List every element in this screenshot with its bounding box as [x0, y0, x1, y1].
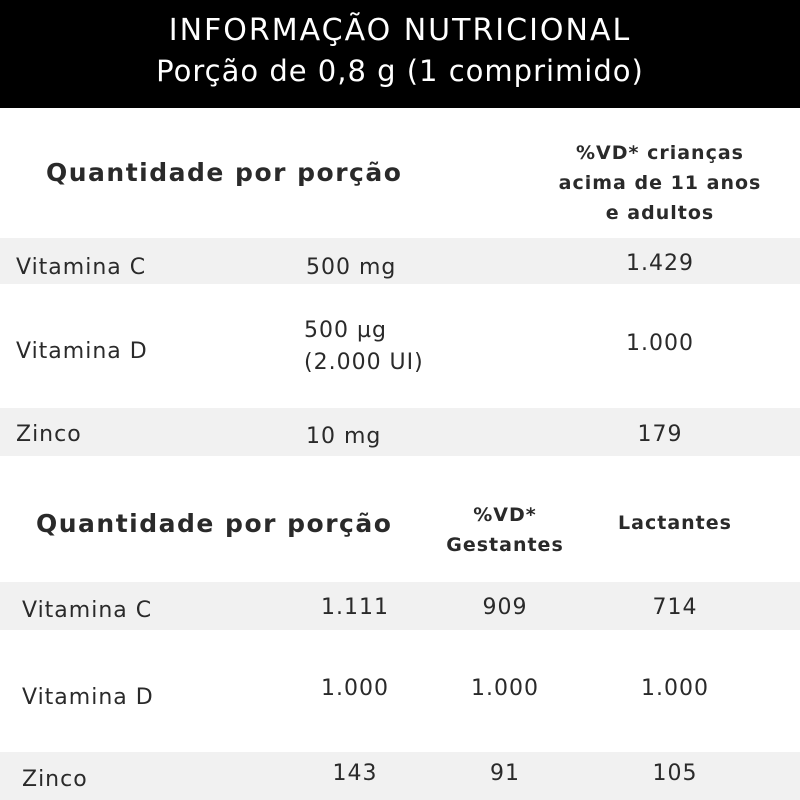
row-nutrient: Vitamina D — [22, 685, 154, 710]
table-row — [0, 752, 800, 800]
table2-header-quantity: Quantidade por porção — [36, 509, 393, 538]
row-vd-1: 1.111 — [321, 595, 389, 620]
table2-header-lactantes: Lactantes — [618, 512, 732, 534]
table2-header-vd-gestantes: %VD* Gestantes — [446, 504, 564, 556]
row-vd: 1.000 — [626, 331, 694, 356]
row-vd-2: 91 — [490, 761, 520, 786]
nutrition-header: INFORMAÇÃO NUTRICIONAL Porção de 0,8 g (… — [0, 0, 800, 108]
table1-header-quantity: Quantidade por porção — [46, 158, 403, 187]
header-subtitle: Porção de 0,8 g (1 comprimido) — [156, 54, 644, 88]
row-vd-1: 1.000 — [321, 676, 389, 701]
row-vd: 1.429 — [626, 251, 694, 276]
row-nutrient: Zinco — [22, 767, 88, 792]
row-amount: 10 mg — [306, 424, 382, 449]
table-row — [0, 582, 800, 630]
table-row — [0, 238, 800, 284]
table1-header-vd: %VD* crianças acima de 11 anos e adultos — [558, 142, 762, 224]
row-amount: 500 µg — [304, 318, 387, 343]
row-nutrient: Zinco — [16, 422, 82, 447]
row-vd-3: 105 — [652, 761, 698, 786]
row-vd: 179 — [637, 422, 683, 447]
row-amount-extra: (2.000 UI) — [304, 350, 424, 375]
row-nutrient: Vitamina D — [16, 339, 148, 364]
row-vd-2: 909 — [482, 595, 528, 620]
row-amount: 500 mg — [306, 255, 397, 280]
row-nutrient: Vitamina C — [16, 255, 147, 280]
row-vd-1: 143 — [332, 761, 378, 786]
row-vd-2: 1.000 — [471, 676, 539, 701]
row-nutrient: Vitamina C — [22, 598, 153, 623]
table-row — [0, 408, 800, 456]
row-vd-3: 1.000 — [641, 676, 709, 701]
row-vd-3: 714 — [652, 595, 698, 620]
header-title: INFORMAÇÃO NUTRICIONAL — [168, 13, 632, 48]
